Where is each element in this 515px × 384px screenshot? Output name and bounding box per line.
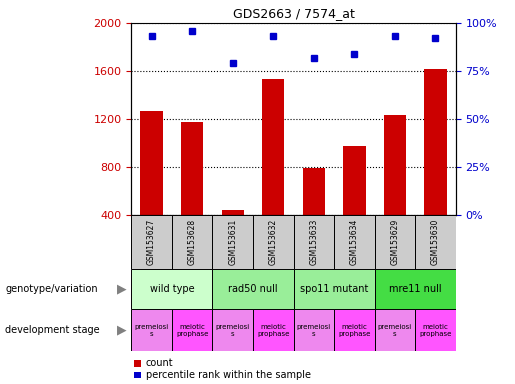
Bar xyxy=(384,116,406,263)
Text: GSM153630: GSM153630 xyxy=(431,219,440,265)
Text: meiotic
prophase: meiotic prophase xyxy=(419,324,452,337)
Bar xyxy=(374,215,415,269)
Bar xyxy=(212,309,253,351)
Text: ▶: ▶ xyxy=(116,324,126,337)
Text: rad50 null: rad50 null xyxy=(228,284,278,294)
Bar xyxy=(303,168,325,263)
Text: ▶: ▶ xyxy=(116,283,126,295)
Bar xyxy=(141,111,163,263)
Text: GSM153629: GSM153629 xyxy=(390,219,400,265)
Bar xyxy=(294,215,334,269)
Bar xyxy=(131,309,172,351)
Text: GSM153631: GSM153631 xyxy=(228,219,237,265)
Bar xyxy=(253,215,294,269)
Bar xyxy=(181,122,203,263)
Title: GDS2663 / 7574_at: GDS2663 / 7574_at xyxy=(233,7,354,20)
Bar xyxy=(294,309,334,351)
Bar xyxy=(374,309,415,351)
Text: wild type: wild type xyxy=(149,284,194,294)
Bar xyxy=(334,309,374,351)
Text: GSM153633: GSM153633 xyxy=(310,219,318,265)
Text: spo11 mutant: spo11 mutant xyxy=(300,284,368,294)
Text: GSM153634: GSM153634 xyxy=(350,219,359,265)
Bar xyxy=(172,215,212,269)
Bar xyxy=(294,269,374,309)
Bar xyxy=(334,215,374,269)
Bar xyxy=(415,215,456,269)
Bar xyxy=(415,309,456,351)
Text: development stage: development stage xyxy=(5,325,100,335)
Text: meiotic
prophase: meiotic prophase xyxy=(338,324,371,337)
Text: premeiosi
s: premeiosi s xyxy=(216,324,250,337)
Text: count: count xyxy=(146,358,174,368)
Bar xyxy=(424,69,447,263)
Text: premeiosi
s: premeiosi s xyxy=(297,324,331,337)
Text: GSM153628: GSM153628 xyxy=(187,219,197,265)
Text: genotype/variation: genotype/variation xyxy=(5,284,98,294)
Text: GSM153627: GSM153627 xyxy=(147,219,156,265)
Text: premeiosi
s: premeiosi s xyxy=(134,324,169,337)
Text: GSM153632: GSM153632 xyxy=(269,219,278,265)
Text: meiotic
prophase: meiotic prophase xyxy=(257,324,289,337)
Bar xyxy=(262,79,284,263)
Bar xyxy=(343,146,366,263)
Text: premeiosi
s: premeiosi s xyxy=(378,324,412,337)
Text: mre11 null: mre11 null xyxy=(389,284,441,294)
Bar xyxy=(131,215,172,269)
Bar xyxy=(374,269,456,309)
Bar xyxy=(253,309,294,351)
Bar xyxy=(131,269,212,309)
Text: percentile rank within the sample: percentile rank within the sample xyxy=(146,370,311,380)
Text: meiotic
prophase: meiotic prophase xyxy=(176,324,209,337)
Bar xyxy=(212,269,294,309)
Bar xyxy=(172,309,212,351)
Bar xyxy=(221,210,244,263)
Bar xyxy=(212,215,253,269)
